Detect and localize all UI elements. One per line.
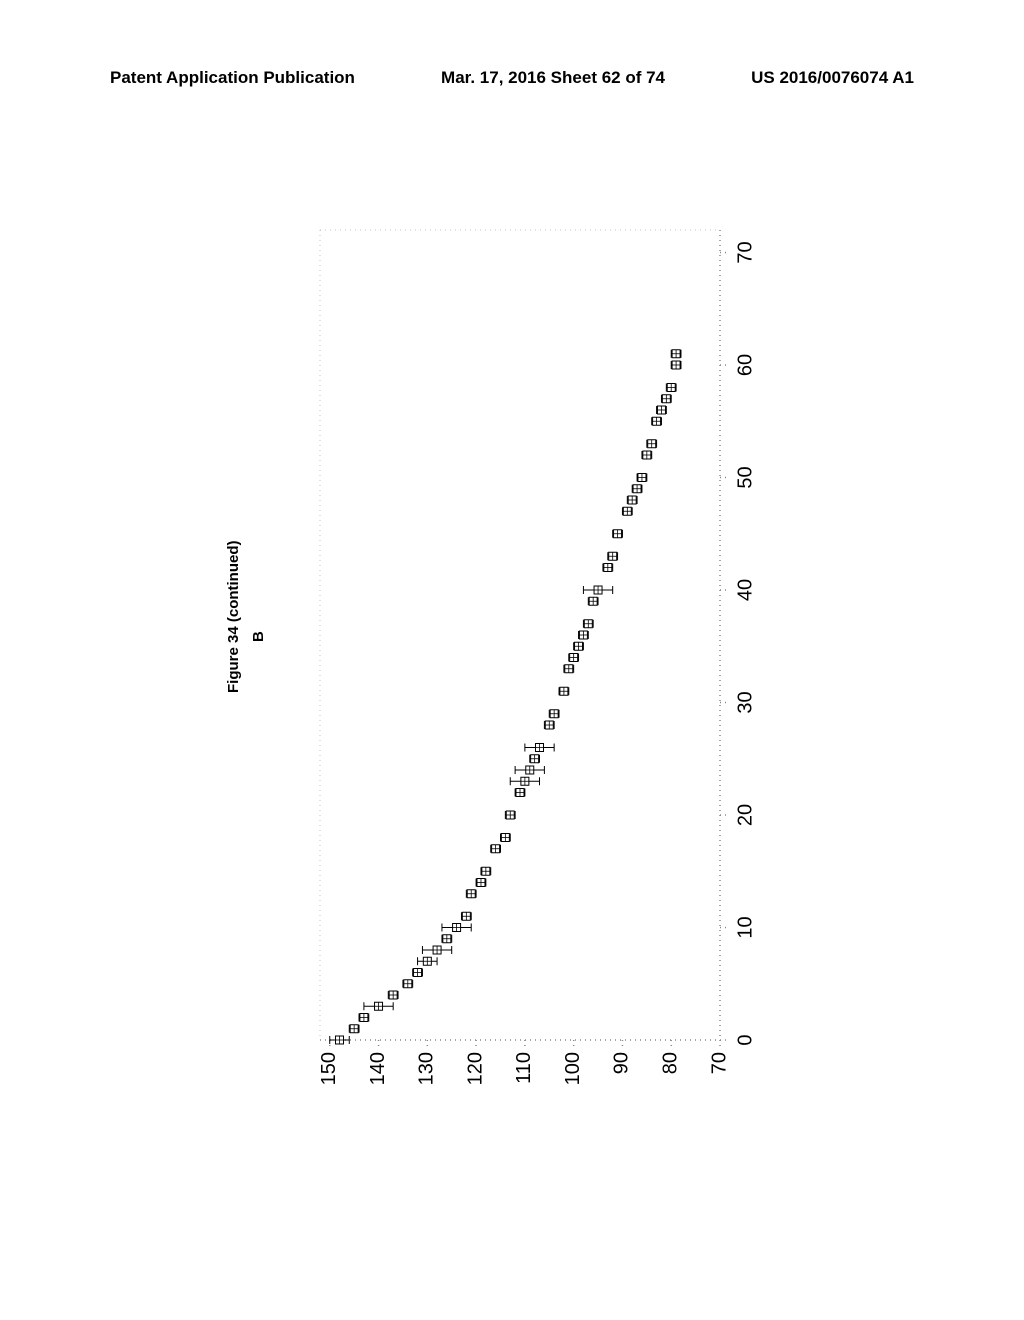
svg-text:50: 50 bbox=[735, 466, 757, 488]
svg-text:70: 70 bbox=[708, 1052, 730, 1074]
svg-text:80: 80 bbox=[660, 1052, 682, 1074]
header-left: Patent Application Publication bbox=[110, 68, 355, 88]
svg-text:30: 30 bbox=[735, 691, 757, 713]
header-right: US 2016/0076074 A1 bbox=[751, 68, 914, 88]
svg-text:130: 130 bbox=[416, 1052, 438, 1085]
svg-text:120: 120 bbox=[464, 1052, 486, 1085]
svg-text:60: 60 bbox=[735, 354, 757, 376]
svg-text:10: 10 bbox=[735, 916, 757, 938]
svg-text:150: 150 bbox=[318, 1052, 340, 1085]
svg-text:Time (minutes): Time (minutes) bbox=[759, 550, 760, 720]
svg-text:90: 90 bbox=[611, 1052, 633, 1074]
svg-text:140: 140 bbox=[367, 1052, 389, 1085]
svg-text:20: 20 bbox=[735, 804, 757, 826]
svg-text:0: 0 bbox=[735, 1034, 757, 1045]
scatter-chart: 70 80 90 100 110 120 130 140 150 0 10 20 30 40 50 60 70 T… bbox=[260, 200, 760, 1100]
svg-text:110: 110 bbox=[513, 1052, 535, 1084]
chart-container: 70 80 90 100 110 120 130 140 150 0 10 20 30 40 50 60 70 T… bbox=[260, 200, 760, 1100]
figure-title: Figure 34 (continued) bbox=[225, 540, 242, 693]
svg-text:100: 100 bbox=[562, 1052, 584, 1085]
header-center: Mar. 17, 2016 Sheet 62 of 74 bbox=[441, 68, 665, 88]
svg-text:40: 40 bbox=[735, 579, 757, 601]
svg-text:70: 70 bbox=[735, 241, 757, 263]
page-header: Patent Application Publication Mar. 17, … bbox=[0, 68, 1024, 88]
